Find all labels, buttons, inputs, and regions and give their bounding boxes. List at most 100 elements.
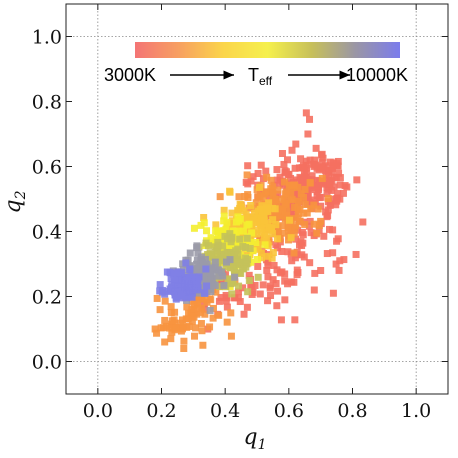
reference-lines — [66, 4, 448, 394]
data-point — [235, 217, 243, 225]
data-point — [318, 158, 326, 166]
data-point — [260, 212, 268, 220]
data-point — [254, 169, 262, 177]
data-point — [290, 278, 298, 286]
data-point — [200, 214, 208, 222]
data-point — [261, 190, 269, 198]
data-point — [256, 234, 264, 242]
data-point — [201, 310, 209, 318]
data-point — [278, 247, 286, 255]
y-tick-label: 0.2 — [32, 287, 62, 309]
data-point — [295, 164, 303, 172]
data-point — [215, 272, 223, 280]
data-point — [329, 249, 337, 257]
data-point — [285, 227, 293, 235]
data-point — [336, 181, 344, 189]
data-point — [291, 316, 299, 324]
data-point — [240, 310, 248, 318]
data-point — [328, 168, 336, 176]
data-point — [257, 161, 265, 169]
colorbar-gradient — [135, 42, 400, 58]
data-point — [303, 209, 311, 217]
data-point — [219, 272, 227, 280]
data-point — [271, 205, 279, 213]
data-point — [268, 226, 276, 234]
data-point — [215, 311, 223, 319]
data-point — [339, 189, 347, 197]
data-point — [219, 242, 227, 250]
data-point — [194, 249, 202, 257]
data-point — [318, 150, 326, 158]
data-point — [323, 189, 331, 197]
data-point — [272, 195, 280, 203]
data-point — [261, 228, 269, 236]
data-point — [287, 190, 295, 198]
data-point — [211, 281, 219, 289]
data-point — [324, 195, 332, 203]
data-point — [249, 288, 257, 296]
y-axis-label-sub: 2 — [13, 190, 29, 200]
data-point — [310, 162, 318, 170]
data-point — [180, 345, 188, 352]
data-point — [302, 161, 310, 169]
data-point — [203, 282, 211, 290]
data-point — [221, 232, 229, 240]
data-point — [246, 238, 254, 246]
data-point — [333, 160, 341, 168]
data-point — [244, 288, 252, 296]
data-point — [299, 193, 307, 201]
data-point — [273, 200, 281, 208]
data-point — [177, 270, 185, 278]
data-point — [335, 169, 343, 177]
data-point — [240, 207, 248, 215]
data-point — [236, 235, 244, 243]
data-point — [247, 177, 255, 185]
data-point — [352, 250, 360, 258]
data-point — [307, 205, 315, 213]
data-point — [274, 244, 282, 252]
data-point — [226, 264, 234, 272]
x-tick-label: 0.0 — [83, 400, 113, 422]
data-point — [336, 174, 344, 182]
data-point — [288, 146, 296, 154]
data-point — [227, 309, 235, 317]
y-axis-label: q2 — [1, 190, 29, 213]
data-point — [284, 280, 292, 288]
data-point — [217, 256, 225, 264]
data-point — [189, 309, 197, 317]
data-point — [299, 231, 307, 239]
data-point — [306, 115, 314, 123]
data-point — [318, 174, 326, 182]
data-point — [178, 316, 186, 324]
data-point — [207, 278, 215, 286]
data-point — [211, 258, 219, 266]
data-point — [273, 266, 281, 274]
data-point — [324, 206, 332, 214]
data-point — [167, 335, 175, 343]
data-point — [265, 199, 273, 207]
data-point — [261, 241, 269, 249]
data-point — [254, 262, 262, 270]
data-point — [282, 190, 290, 198]
data-point — [243, 234, 251, 242]
data-point — [306, 156, 314, 164]
data-point — [193, 276, 201, 284]
data-point — [336, 257, 344, 265]
data-point — [273, 235, 281, 243]
data-point — [239, 242, 247, 250]
x-axis-label-sub: 1 — [258, 437, 267, 453]
data-point — [151, 325, 159, 333]
data-point — [236, 269, 244, 277]
data-point — [252, 238, 260, 246]
data-point — [214, 241, 222, 249]
data-point — [332, 173, 340, 181]
colorbar-label: Teff — [248, 65, 273, 88]
data-point — [223, 294, 231, 302]
data-point — [234, 251, 242, 259]
data-point — [235, 193, 243, 201]
data-point — [280, 160, 288, 168]
data-point — [161, 316, 169, 324]
data-point — [194, 293, 202, 301]
data-point — [290, 181, 298, 189]
data-point — [333, 237, 341, 245]
